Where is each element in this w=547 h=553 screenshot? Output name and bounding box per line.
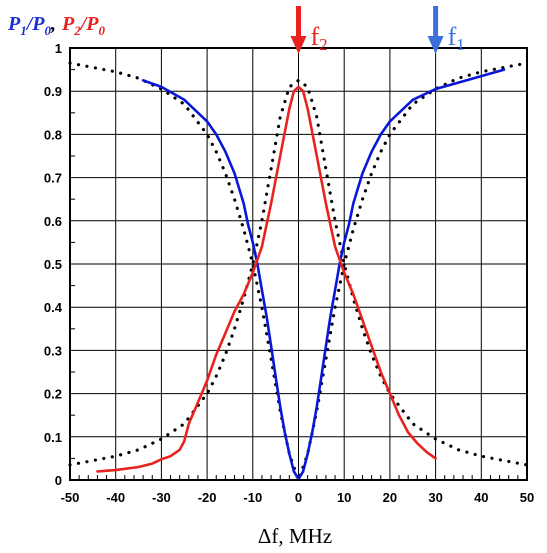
series-line [96, 85, 437, 473]
y-tick-label: 1 [55, 41, 62, 56]
y-tick-label: 0.7 [44, 171, 62, 186]
y-label-slash2: / [79, 13, 89, 35]
y-tick-label: 0.2 [44, 387, 62, 402]
annotation-arrow-head [290, 36, 307, 54]
series-line [68, 78, 529, 467]
annotation-label-sub: 1 [456, 35, 465, 54]
series-group [68, 61, 529, 482]
grid-lines [69, 47, 528, 481]
y-tick-label: 0.1 [44, 430, 62, 445]
annotation-label: f2 [311, 22, 328, 54]
y-tick-label: 0.5 [44, 257, 62, 272]
y-label-p0a: P [31, 13, 45, 35]
x-tick-label: -20 [198, 490, 217, 505]
y-label-p0b: P [85, 13, 99, 35]
x-tick-label: 20 [383, 490, 397, 505]
annotation-label: f1 [448, 22, 465, 54]
annotation-label-base: f [311, 22, 320, 51]
y-label-comma: , [50, 13, 56, 35]
y-label-p0b-sub: 0 [99, 23, 106, 38]
y-tick-label: 0 [55, 473, 62, 488]
y-tick-label: 0.9 [44, 84, 62, 99]
x-tick-label: 30 [428, 490, 442, 505]
x-tick-label: 50 [520, 490, 534, 505]
y-tick-label: 0.3 [44, 343, 62, 358]
x-axis-label: Δf, MHz [258, 524, 332, 548]
y-label-p2: P [61, 13, 75, 35]
x-tick-label: -40 [106, 490, 125, 505]
series-line [68, 61, 529, 482]
y-label-p2-sub: 2 [73, 23, 81, 38]
annotation-label-base: f [448, 22, 457, 51]
x-tick-label: 0 [295, 490, 302, 505]
annotation-label-sub: 2 [319, 35, 328, 54]
y-label-p1-sub: 1 [20, 23, 27, 38]
y-tick-label: 0.4 [44, 300, 63, 315]
annotations: f2 f1 [290, 6, 465, 54]
series-line [141, 68, 506, 481]
y-tick-label: 0.6 [44, 214, 62, 229]
y-label-p0a-sub: 0 [45, 23, 52, 38]
annotation-arrow-head [427, 36, 444, 54]
y-label-p1: P [7, 13, 21, 35]
x-tick-label: 40 [474, 490, 488, 505]
x-tick-label: -10 [243, 490, 262, 505]
tick-labels: -50 -40 -30 -20 -10 0 10 20 30 40 50 0 0.1 0.2 0.3 0.4 0… [44, 41, 534, 505]
x-tick-label: -50 [61, 490, 80, 505]
x-tick-label: -30 [152, 490, 171, 505]
y-axis-label: P1/P0, P2/P0 [7, 13, 106, 38]
y-tick-label: 0.8 [44, 127, 62, 142]
y-label-slash1: / [25, 13, 35, 35]
x-tick-label: 10 [337, 490, 351, 505]
